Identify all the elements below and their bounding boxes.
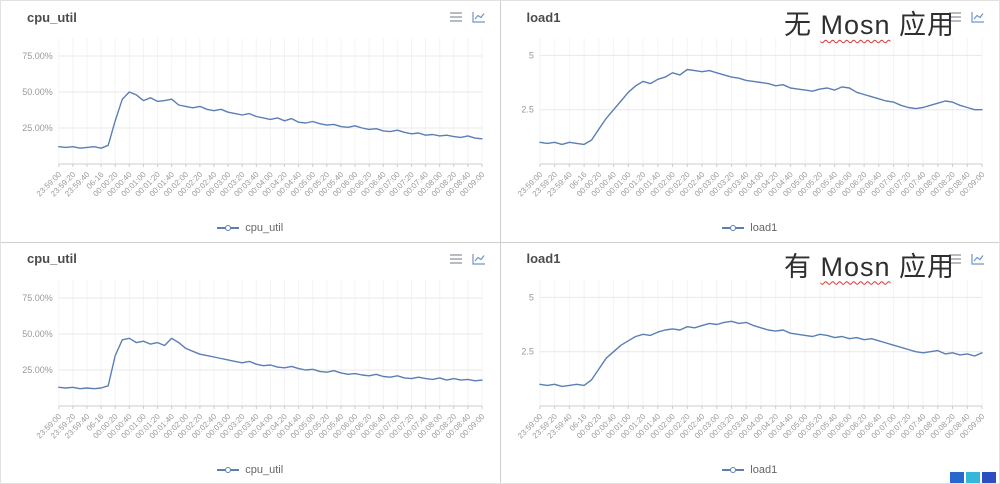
legend-line-marker	[217, 466, 240, 473]
panel-header: cpu_util	[1, 1, 500, 25]
annotation-highlight: Mosn	[820, 251, 891, 282]
svg-text:25.00%: 25.00%	[22, 123, 53, 133]
annotation-prefix: 无	[783, 10, 821, 40]
data-view-icon[interactable]	[948, 11, 962, 23]
legend-cpu-util[interactable]: cpu_util	[1, 460, 500, 480]
data-view-icon[interactable]	[449, 11, 463, 23]
line-chart-icon[interactable]	[971, 253, 985, 265]
watermark-block-3	[982, 472, 996, 483]
legend-label: cpu_util	[245, 463, 284, 476]
legend-line-marker	[722, 466, 745, 473]
legend-label: cpu_util	[245, 222, 284, 234]
annotation-no-mosn: 无 Mosn 应用	[784, 3, 955, 42]
chart-panel-cpu-util-top: cpu_util 23:59:00 23:59:20 23:59:40 06-16 00…	[1, 1, 500, 242]
svg-text:2.5: 2.5	[521, 105, 534, 115]
svg-text:75.00%: 75.00%	[22, 293, 53, 303]
panel-header: load1	[501, 1, 1000, 25]
data-view-icon[interactable]	[449, 253, 463, 265]
watermark-block-2	[966, 472, 980, 483]
chart-panel-load1-bottom: load1 有 Mosn 应用 23:59:00 23:59:20 23:59:40…	[500, 242, 1000, 483]
chart-toolbox	[948, 11, 985, 23]
chart-panel-load1-top: load1 无 Mosn 应用 23:59:00 23:59:20 23:59:40…	[500, 1, 1000, 242]
panel-header: load1	[501, 243, 1000, 267]
panel-header: cpu_util	[1, 243, 500, 267]
svg-text:50.00%: 50.00%	[22, 329, 53, 339]
chart-title: cpu_util	[27, 9, 77, 25]
annotation-suffix: 应用	[890, 251, 955, 282]
chart-panel-cpu-util-bottom: cpu_util 23:59:00 23:59:20 23:59:40 06-16 00…	[1, 242, 500, 483]
legend-line-marker	[217, 225, 240, 231]
svg-text:5: 5	[528, 50, 533, 60]
legend-label: load1	[750, 222, 778, 234]
chart-toolbox	[449, 253, 486, 265]
line-chart-icon[interactable]	[471, 11, 486, 23]
svg-text:5: 5	[528, 292, 533, 302]
chart-title: load1	[526, 251, 561, 266]
chart-title: load1	[526, 9, 561, 25]
annotation-suffix: 应用	[890, 10, 955, 40]
annotation-highlight: Mosn	[820, 10, 891, 40]
legend-label: load1	[750, 463, 778, 476]
load1-line-chart[interactable]: 23:59:0023:59:2023:59:4006-1600:00:2000:…	[501, 25, 998, 217]
chart-title: cpu_util	[27, 251, 77, 266]
legend-line-marker	[722, 225, 745, 231]
cpu-util-line-chart[interactable]: 23:59:0023:59:2023:59:4006-1600:00:2000:…	[1, 25, 498, 217]
svg-text:25.00%: 25.00%	[22, 365, 53, 375]
svg-text:2.5: 2.5	[521, 346, 534, 356]
load1-line-chart[interactable]: 23:59:0023:59:2023:59:4006-1600:00:2000:…	[501, 267, 998, 459]
legend-load1[interactable]: load1	[501, 460, 1000, 480]
annotation-prefix: 有	[783, 251, 821, 282]
legend-load1[interactable]: load1	[501, 218, 1000, 238]
watermark-logo	[950, 472, 996, 483]
line-chart-icon[interactable]	[471, 253, 486, 265]
chart-toolbox	[948, 253, 985, 265]
svg-text:75.00%: 75.00%	[22, 51, 53, 61]
legend-cpu-util[interactable]: cpu_util	[1, 218, 500, 238]
cpu-util-line-chart[interactable]: 23:59:0023:59:2023:59:4006-1600:00:2000:…	[1, 267, 498, 459]
chart-toolbox	[449, 11, 486, 23]
data-view-icon[interactable]	[948, 253, 962, 265]
watermark-block-1	[950, 472, 964, 483]
line-chart-icon[interactable]	[971, 11, 985, 23]
svg-text:50.00%: 50.00%	[22, 87, 53, 97]
annotation-with-mosn: 有 Mosn 应用	[784, 245, 955, 284]
